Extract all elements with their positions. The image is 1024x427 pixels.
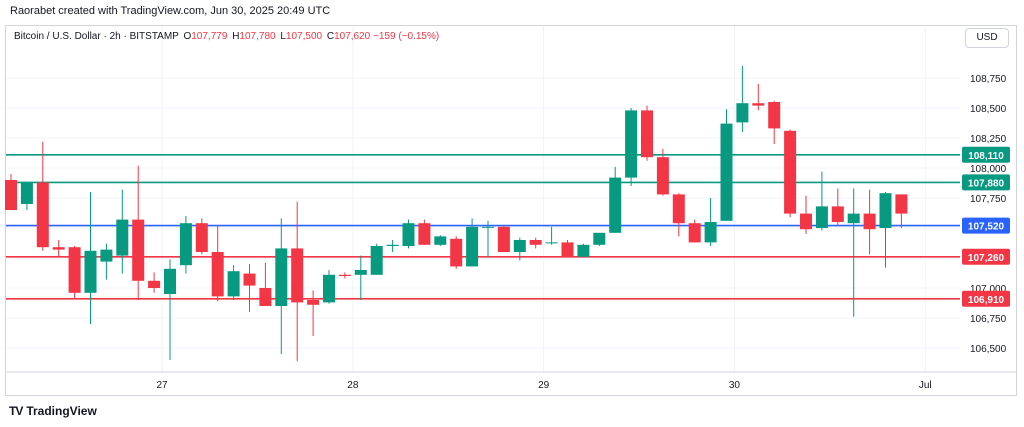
y-tick-label: 106,750 bbox=[970, 314, 1007, 325]
change-value: −159 (−0.15%) bbox=[373, 31, 440, 42]
candle-body[interactable] bbox=[5, 180, 17, 210]
x-tick-label: 27 bbox=[156, 380, 168, 391]
candle-body[interactable] bbox=[752, 103, 765, 106]
candle-body[interactable] bbox=[720, 123, 733, 221]
candle-body[interactable] bbox=[513, 240, 526, 252]
candle-body[interactable] bbox=[450, 238, 463, 267]
candle-body[interactable] bbox=[179, 223, 192, 266]
x-tick-label: 29 bbox=[538, 380, 550, 391]
candle-body[interactable] bbox=[577, 244, 590, 257]
close-value: 107,620 bbox=[334, 31, 371, 42]
tradingview-branding: TV TradingView bbox=[9, 404, 97, 418]
candle-body[interactable] bbox=[688, 223, 701, 243]
candle-body[interactable] bbox=[338, 274, 351, 276]
open-value: 107,779 bbox=[191, 31, 228, 42]
candle-body[interactable] bbox=[164, 268, 176, 294]
candle-body[interactable] bbox=[768, 102, 781, 129]
candle-body[interactable] bbox=[307, 300, 320, 305]
high-label: H bbox=[232, 31, 240, 42]
candle-body[interactable] bbox=[291, 248, 304, 303]
x-tick-label: 28 bbox=[347, 380, 359, 391]
candle-body[interactable] bbox=[672, 194, 685, 224]
candle-body[interactable] bbox=[36, 182, 49, 248]
candle-body[interactable] bbox=[370, 246, 383, 275]
candle-body[interactable] bbox=[831, 206, 844, 222]
price-level-tag bbox=[962, 217, 1010, 234]
candle-body[interactable] bbox=[386, 244, 399, 246]
y-tick-label: 108,000 bbox=[970, 164, 1007, 175]
x-tick-label: 30 bbox=[729, 380, 741, 391]
price-level-tag bbox=[962, 146, 1010, 163]
candle-body[interactable] bbox=[641, 110, 653, 158]
open-label: O bbox=[183, 31, 192, 42]
price-level-tag bbox=[962, 174, 1010, 191]
candle-body[interactable] bbox=[895, 194, 908, 214]
chart-frame bbox=[5, 25, 1017, 396]
y-tick-label: 107,000 bbox=[970, 284, 1007, 295]
y-tick-label: 106,500 bbox=[970, 344, 1007, 355]
candle-body[interactable] bbox=[656, 157, 669, 195]
candle-body[interactable] bbox=[863, 213, 876, 230]
y-tick-label: 108,500 bbox=[970, 104, 1007, 115]
candle-body[interactable] bbox=[847, 213, 860, 224]
candle-body[interactable] bbox=[68, 247, 81, 293]
candle-body[interactable] bbox=[275, 248, 288, 306]
candle-body[interactable] bbox=[227, 271, 240, 297]
x-tick-label: Jul bbox=[919, 380, 932, 391]
y-tick-label: 108,250 bbox=[970, 134, 1007, 145]
price-level-label: 107,260 bbox=[968, 253, 1005, 264]
symbol-name[interactable]: Bitcoin / U.S. Dollar · 2h · BITSTAMP bbox=[14, 31, 179, 42]
candle-body[interactable] bbox=[561, 242, 574, 257]
candle-body[interactable] bbox=[323, 274, 335, 303]
candle-body[interactable] bbox=[84, 250, 97, 293]
y-tick-label: 108,750 bbox=[970, 74, 1007, 85]
candle-body[interactable] bbox=[434, 236, 447, 245]
candle-body[interactable] bbox=[529, 240, 542, 245]
candle-body[interactable] bbox=[545, 242, 558, 244]
candle-body[interactable] bbox=[736, 103, 749, 123]
candle-body[interactable] bbox=[243, 273, 256, 286]
tradingview-brand: TradingView bbox=[26, 404, 97, 418]
candle-body[interactable] bbox=[497, 226, 510, 252]
candle-body[interactable] bbox=[195, 223, 208, 252]
candle-body[interactable] bbox=[609, 177, 622, 233]
y-tick-label: 107,750 bbox=[970, 194, 1007, 205]
price-level-tag bbox=[962, 248, 1010, 265]
candle-body[interactable] bbox=[211, 252, 224, 297]
candle-body[interactable] bbox=[354, 270, 367, 275]
candle-body[interactable] bbox=[879, 193, 892, 228]
candle-body[interactable] bbox=[466, 226, 479, 267]
candle-body[interactable] bbox=[20, 182, 33, 204]
price-level-label: 107,520 bbox=[968, 222, 1005, 233]
candle-body[interactable] bbox=[259, 288, 272, 306]
low-label: L bbox=[280, 31, 286, 42]
candle-body[interactable] bbox=[52, 247, 65, 250]
candle-body[interactable] bbox=[704, 222, 717, 243]
candle-body[interactable] bbox=[132, 219, 145, 281]
chart-attribution: Raorabet created with TradingView.com, J… bbox=[10, 5, 331, 17]
currency-button[interactable]: USD bbox=[965, 28, 1009, 48]
candle-body[interactable] bbox=[815, 206, 828, 228]
price-level-label: 106,910 bbox=[968, 295, 1005, 306]
symbol-legend: Bitcoin / U.S. Dollar · 2h · BITSTAMP O1… bbox=[14, 31, 439, 42]
high-value: 107,780 bbox=[239, 31, 276, 42]
price-level-label: 107,880 bbox=[968, 178, 1005, 189]
price-level-label: 108,110 bbox=[968, 151, 1004, 162]
candle-body[interactable] bbox=[402, 223, 415, 246]
candle-body[interactable] bbox=[148, 280, 161, 288]
candle-body[interactable] bbox=[800, 213, 812, 230]
price-level-tag bbox=[962, 290, 1010, 307]
candle-body[interactable] bbox=[100, 249, 113, 262]
candle-body[interactable] bbox=[482, 226, 494, 228]
candle-body[interactable] bbox=[116, 219, 129, 256]
candle-body[interactable] bbox=[418, 223, 431, 245]
candle-body[interactable] bbox=[784, 130, 797, 214]
candle-body[interactable] bbox=[593, 232, 606, 245]
low-value: 107,500 bbox=[285, 31, 323, 42]
close-label: C bbox=[326, 31, 335, 42]
candle-body[interactable] bbox=[625, 110, 638, 178]
tradingview-logo-icon: TV bbox=[9, 404, 23, 418]
